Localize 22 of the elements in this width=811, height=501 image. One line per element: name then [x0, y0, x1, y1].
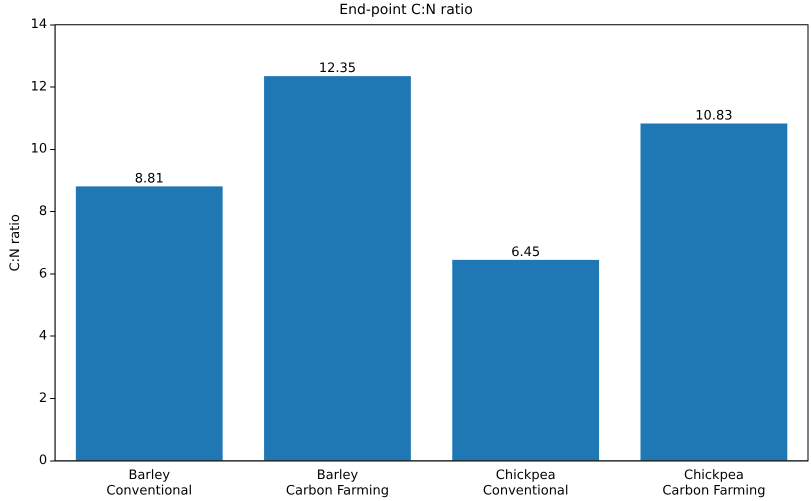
y-tick-label: 2 [38, 390, 48, 406]
y-tick-label: 6 [38, 266, 48, 282]
y-tick-label: 12 [30, 79, 48, 94]
y-tick-label: 14 [30, 17, 48, 32]
data-label: 6.45 [511, 244, 540, 260]
x-tick-label: Chickpea Conventional [482, 468, 569, 499]
data-label: 12.35 [318, 61, 356, 76]
y-axis-title: C:N ratio [8, 214, 24, 272]
x-tick-label: Barley Conventional [106, 468, 192, 499]
x-tick-label: Barley Carbon Farming [286, 468, 390, 499]
bar [452, 260, 600, 460]
data-label: 8.81 [134, 171, 164, 186]
y-tick-label: 4 [38, 328, 48, 344]
y-tick-label: 0 [38, 453, 48, 468]
chart-title: End-point C:N ratio [339, 2, 473, 18]
data-label: 10.83 [695, 108, 732, 124]
bar [640, 124, 788, 460]
bar [76, 186, 223, 460]
bar [264, 76, 411, 460]
x-tick-label: Chickpea Carbon Farming [662, 468, 766, 499]
y-tick-label: 8 [38, 204, 48, 220]
y-tick-label: 10 [30, 142, 48, 157]
